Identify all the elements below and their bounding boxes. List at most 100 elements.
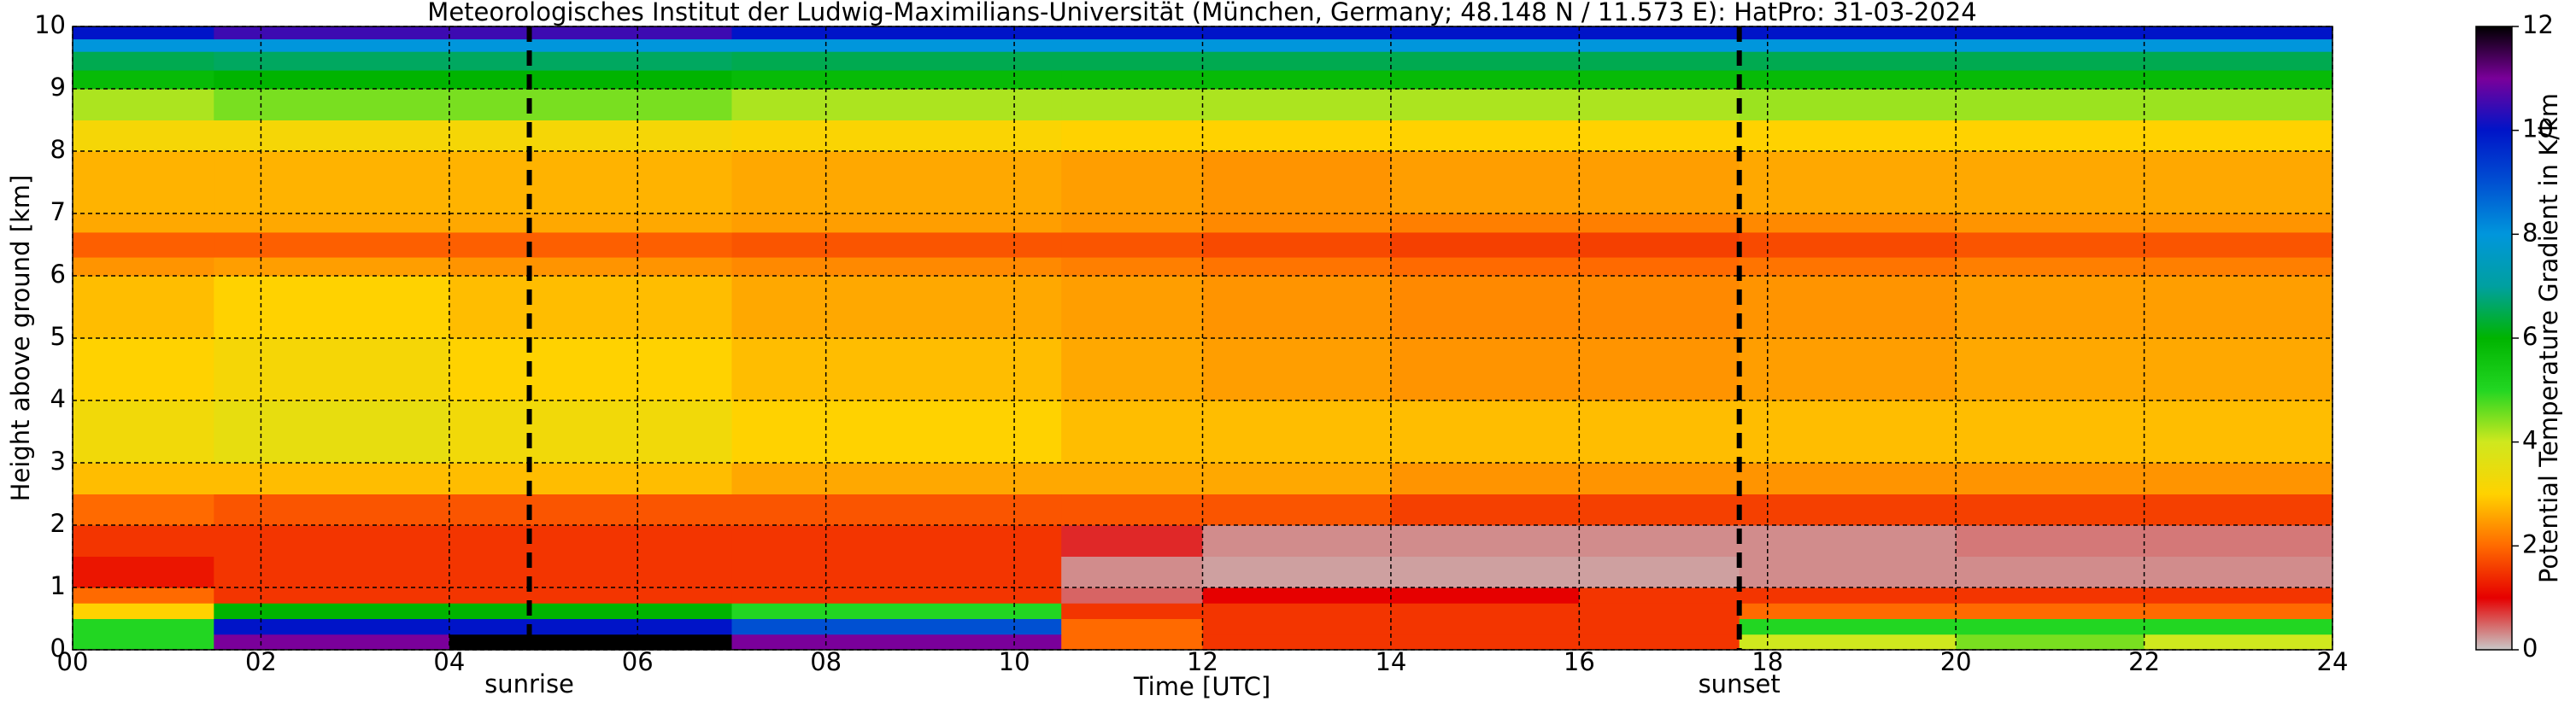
heatmap-cell (1579, 525, 1740, 557)
x-tick-label: 08 (810, 647, 842, 676)
heatmap-cell (2144, 51, 2333, 71)
x-tick-label: 10 (999, 647, 1030, 676)
heatmap-cell (2144, 120, 2333, 152)
colorbar (2475, 26, 2513, 651)
heatmap-cell (1061, 89, 1203, 120)
heatmap-cell (1579, 603, 1740, 619)
heatmap-cell (214, 213, 450, 233)
heatmap-cell (1579, 70, 1740, 90)
heatmap-cell (1061, 276, 1203, 339)
heatmap-cell (2144, 494, 2333, 526)
heatmap-cell (731, 257, 1062, 277)
heatmap-cell (731, 525, 1062, 557)
heatmap-cell (1202, 618, 1392, 635)
heatmap-cell (1579, 618, 1740, 635)
heatmap-cell (73, 338, 214, 401)
heatmap-cell (1579, 463, 1740, 494)
x-tick-label: 12 (1187, 647, 1218, 676)
heatmap-cell (2144, 89, 2333, 120)
heatmap-cell (73, 276, 214, 339)
heatmap-cell (1739, 26, 1957, 40)
heatmap-cell (1390, 276, 1580, 339)
y-axis-label: Height above ground [km] (6, 175, 35, 502)
heatmap-cell (1202, 338, 1392, 401)
heatmap-cell (1061, 51, 1203, 71)
y-tick-label: 1 (50, 571, 66, 600)
heatmap-cell (731, 338, 1062, 401)
y-tick-label: 7 (50, 197, 66, 226)
heatmap-cell (1202, 89, 1392, 120)
heatmap-cell (731, 634, 1062, 651)
heatmap-cell (1956, 338, 2145, 401)
heatmap-cell (214, 400, 450, 464)
heatmap-cell (214, 151, 450, 214)
heatmap-cell (1390, 556, 1580, 588)
y-tick-label: 0 (50, 634, 66, 663)
heatmap-cell (1390, 89, 1580, 120)
heatmap-cell (1202, 120, 1392, 152)
heatmap-cell (731, 213, 1062, 233)
heatmap-cell (1739, 120, 1957, 152)
heatmap-cell (1390, 634, 1580, 651)
heatmap-cell (1579, 400, 1740, 464)
heatmap-cell (1061, 257, 1203, 277)
heatmap-cell (1061, 151, 1203, 214)
heatmap-cell (1956, 120, 2145, 152)
heatmap-cell (73, 151, 214, 214)
heatmap-cell (73, 213, 214, 233)
heatmap-cell (731, 38, 1062, 52)
heatmap-cell (1739, 276, 1957, 339)
heatmap-cell (2144, 213, 2333, 233)
heatmap-cell (1579, 587, 1740, 604)
heatmap-cell (1061, 120, 1203, 152)
heatmap-cell (1390, 400, 1580, 464)
heatmap-cell (731, 400, 1062, 464)
heatmap-cell (2144, 257, 2333, 277)
heatmap-cell (1739, 70, 1957, 90)
heatmap-cell (2144, 634, 2333, 651)
heatmap-cell (1579, 120, 1740, 152)
heatmap-cell (2144, 618, 2333, 635)
heatmap-cell (1739, 603, 1957, 619)
heatmap-cell (1956, 70, 2145, 90)
heatmap-cell (1061, 525, 1203, 557)
heatmap-cell (449, 213, 732, 233)
heatmap-cell (1579, 276, 1740, 339)
heatmap-cell (1202, 400, 1392, 464)
heatmap-cell (1739, 400, 1957, 464)
colorbar-tick-label: 2 (2522, 529, 2538, 558)
heatmap-cell (731, 89, 1062, 120)
plot-frame (72, 26, 2333, 651)
heatmap-cell (449, 525, 732, 557)
y-tick-label: 4 (50, 384, 66, 413)
heatmap-cell (214, 618, 450, 635)
x-tick-label: 16 (1564, 647, 1595, 676)
heatmap-cell (214, 231, 450, 258)
heatmap-cell (449, 151, 732, 214)
heatmap-cell (1956, 463, 2145, 494)
heatmap-cell (1202, 525, 1392, 557)
heatmap-cell (1202, 38, 1392, 52)
heatmap-cell (1390, 338, 1580, 401)
heatmap-cell (449, 89, 732, 120)
heatmap-cell (2144, 38, 2333, 52)
heatmap-cell (1956, 494, 2145, 526)
heatmap-cell (1061, 26, 1203, 40)
heatmap-cell (1956, 634, 2145, 651)
heatmap-cell (449, 587, 732, 604)
colorbar-tick-label: 8 (2522, 218, 2538, 247)
heatmap-cell (1061, 603, 1203, 619)
heatmap-cell (1956, 26, 2145, 40)
heatmap-cell (449, 257, 732, 277)
heatmap-cell (1739, 151, 1957, 214)
colorbar-tick-label: 6 (2522, 322, 2538, 351)
heatmap-cell (1390, 51, 1580, 71)
heatmap-cell (1202, 587, 1392, 604)
heatmap-cell (214, 463, 450, 494)
x-tick-label: 18 (1752, 647, 1783, 676)
heatmap-cell (73, 587, 214, 604)
heatmap-cell (1956, 603, 2145, 619)
heatmap-cell (1202, 257, 1392, 277)
heatmap-cell (73, 525, 214, 557)
heatmap-cell (73, 618, 214, 635)
